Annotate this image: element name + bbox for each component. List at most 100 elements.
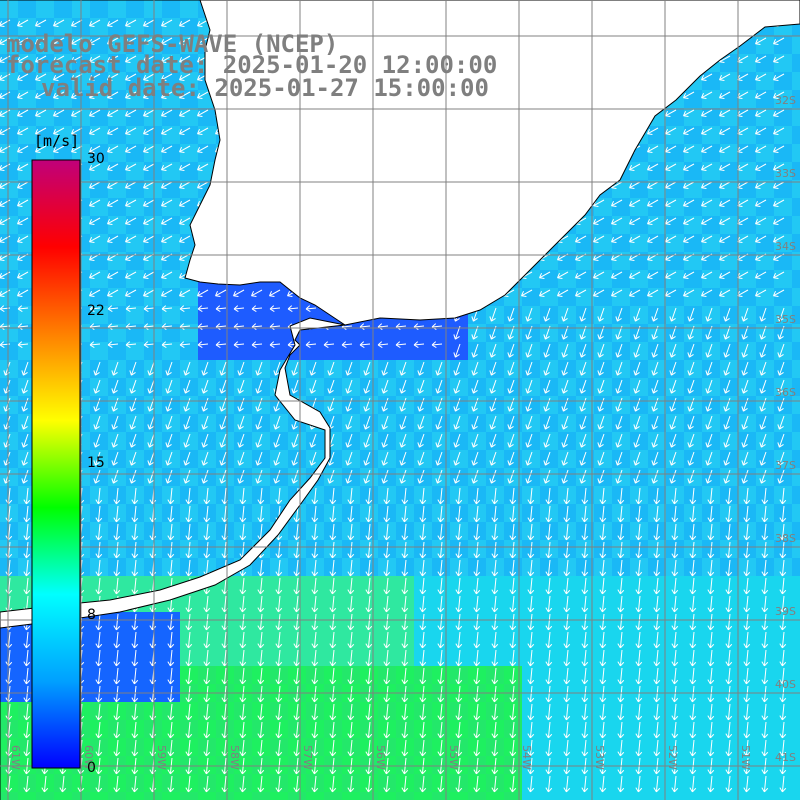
wind-cell (468, 468, 486, 486)
wind-cell (468, 378, 486, 396)
wind-cell (162, 342, 180, 360)
wind-cell (576, 342, 594, 360)
wind-cell (144, 306, 162, 324)
wind-cell (360, 360, 378, 378)
wind-cell (198, 450, 216, 468)
wind-cell (792, 252, 800, 270)
wind-cell (648, 342, 666, 360)
wind-cell (720, 792, 738, 800)
wind-cell (234, 468, 252, 486)
wind-cell (576, 396, 594, 414)
wind-cell (630, 468, 648, 486)
wind-cell (0, 306, 18, 324)
wind-cell (270, 432, 288, 450)
wind-cell (0, 378, 18, 396)
wind-cell (792, 180, 800, 198)
wind-cell (216, 396, 234, 414)
wind-arrow (143, 37, 155, 45)
wind-cell (198, 396, 216, 414)
wind-cell (216, 378, 234, 396)
wind-cell (558, 324, 576, 342)
wind-cell (738, 450, 756, 468)
wind-cell (0, 0, 18, 18)
wind-cell (216, 450, 234, 468)
wind-arrow (89, 55, 101, 63)
wind-cell (792, 594, 800, 612)
wind-cell (414, 450, 432, 468)
wind-cell (792, 108, 800, 126)
wind-arrow (53, 19, 65, 27)
wind-cell (432, 396, 450, 414)
wind-cell (306, 432, 324, 450)
wind-cell (360, 378, 378, 396)
wind-cell (630, 396, 648, 414)
wind-cell (558, 396, 576, 414)
wind-cell (522, 450, 540, 468)
wind-cell (468, 360, 486, 378)
colorbar-tick-30: 30 (87, 151, 105, 167)
wind-cell (216, 414, 234, 432)
wind-cell (90, 306, 108, 324)
wind-cell (270, 468, 288, 486)
wind-cell (378, 360, 396, 378)
latitude-label: 37S (775, 459, 796, 472)
wind-cell (180, 0, 198, 18)
wind-cell (792, 774, 800, 792)
wind-arrow (71, 55, 83, 63)
wind-cell (90, 0, 108, 18)
wind-cell (450, 792, 468, 800)
wind-cell (414, 342, 432, 360)
wind-cell (54, 792, 72, 800)
wind-cell (108, 0, 126, 18)
wind-cell (612, 432, 630, 450)
wind-cell (108, 396, 126, 414)
wind-cell (252, 468, 270, 486)
latitude-label: 34S (775, 240, 796, 253)
wind-cell (558, 450, 576, 468)
wind-arrow (107, 19, 119, 27)
wind-cell (720, 468, 738, 486)
wind-cell (648, 432, 666, 450)
wind-arrow (125, 55, 137, 63)
wind-cell (486, 378, 504, 396)
wind-cell (648, 396, 666, 414)
wind-cell (288, 468, 306, 486)
wind-cell (252, 450, 270, 468)
wind-cell (468, 324, 486, 342)
wind-cell (612, 450, 630, 468)
wind-cell (396, 450, 414, 468)
wind-cell (108, 468, 126, 486)
wind-cell (234, 396, 252, 414)
wind-cell (486, 342, 504, 360)
wind-arrow (125, 19, 137, 27)
wind-cell (756, 468, 774, 486)
wind-cell (648, 792, 666, 800)
wind-cell (576, 414, 594, 432)
wind-cell (180, 432, 198, 450)
longitude-label: 51W (739, 745, 752, 770)
wind-cell (432, 450, 450, 468)
wind-cell (108, 378, 126, 396)
wind-arrow (143, 19, 155, 27)
wind-cell (270, 792, 288, 800)
wind-cell (396, 360, 414, 378)
wind-arrow (17, 19, 29, 27)
wind-cell (486, 792, 504, 800)
wind-cell (684, 792, 702, 800)
wind-cell (756, 306, 774, 324)
wind-cell (630, 324, 648, 342)
wind-cell (594, 432, 612, 450)
wind-cell (126, 468, 144, 486)
wind-cell (144, 450, 162, 468)
wind-cell (648, 306, 666, 324)
wind-cell (792, 288, 800, 306)
wind-cell (162, 378, 180, 396)
wind-cell (378, 378, 396, 396)
wind-arrow (35, 55, 47, 63)
wind-cell (234, 792, 252, 800)
longitude-label: 61W (9, 745, 22, 770)
wind-cell (792, 360, 800, 378)
wind-cell (666, 792, 684, 800)
wind-cell (576, 432, 594, 450)
wind-cell (522, 792, 540, 800)
